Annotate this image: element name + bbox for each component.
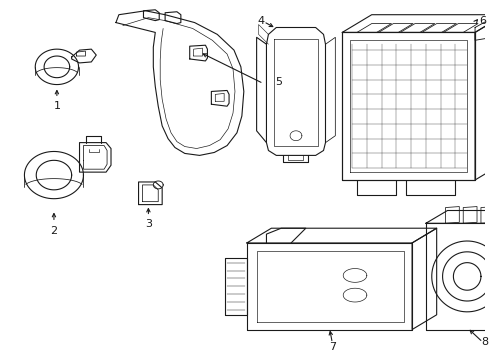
Text: 7: 7 [329, 342, 336, 352]
Text: 4: 4 [257, 15, 264, 26]
Text: 1: 1 [53, 101, 60, 111]
Text: 3: 3 [145, 219, 152, 229]
Text: 6: 6 [479, 15, 487, 26]
Text: 8: 8 [481, 337, 489, 347]
Text: 5: 5 [275, 77, 282, 87]
Text: 2: 2 [50, 226, 57, 236]
